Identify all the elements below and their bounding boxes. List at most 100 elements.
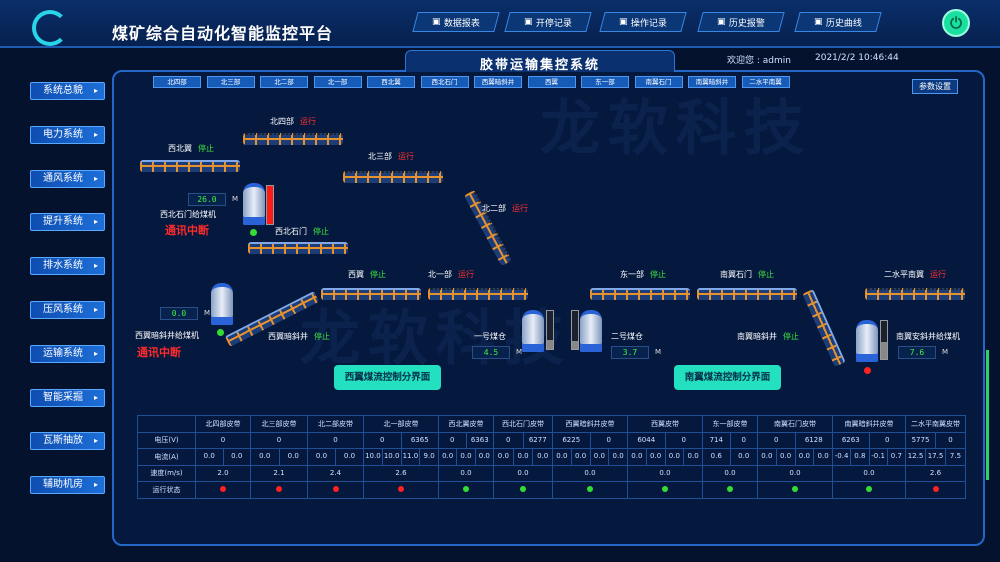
cell-values: 6225 0: [553, 432, 628, 448]
toolbar-button-4[interactable]: ▣ 历史曲线: [794, 12, 882, 32]
cell-value: 0.0: [570, 449, 590, 465]
conveyor-belt[interactable]: [243, 133, 343, 145]
conveyor-belt[interactable]: [697, 288, 797, 300]
sidebar-item-9[interactable]: 辅助机房 ▸: [30, 476, 105, 495]
table-cell: 0.0: [493, 464, 553, 482]
cell-value: 0: [450, 435, 455, 444]
logo-icon: [32, 10, 68, 46]
cell-value: 0.0: [335, 449, 363, 465]
cell-value: 0: [589, 432, 628, 448]
toolbar-label: 历史曲线: [826, 18, 863, 29]
sidebar-item-1[interactable]: 电力系统 ▸: [30, 125, 105, 144]
tab-10[interactable]: 南翼暗斜井: [688, 76, 736, 88]
tab-11[interactable]: 二水平南翼: [741, 76, 790, 88]
power-button[interactable]: ⏻: [942, 9, 970, 37]
chevron-right-icon: ▸: [93, 436, 98, 446]
tab-6[interactable]: 西翼暗斜井: [474, 76, 522, 88]
unit-label: M: [204, 309, 211, 317]
belt-label: 北一部 运行: [428, 270, 474, 279]
tab-4[interactable]: 西北翼: [367, 76, 415, 88]
comm-error: 通讯中断: [165, 224, 209, 237]
status-dot: [662, 485, 668, 492]
table-cell: 0.0 0.0: [195, 448, 251, 466]
table-cell: [307, 481, 364, 499]
sidebar-item-3[interactable]: 提升系统 ▸: [30, 213, 105, 232]
tab-3[interactable]: 北一部: [313, 76, 362, 88]
table-cell: 0.0: [552, 464, 628, 482]
cell-values: 0: [308, 433, 363, 449]
belt-status: 停止: [783, 332, 799, 341]
cell-value: 0.0: [761, 452, 773, 460]
feeder-label: 南翼安斜井给煤机: [896, 332, 960, 341]
table-cell: 6263 0: [832, 431, 906, 449]
belt-status: 运行: [512, 204, 528, 213]
level-fill: [267, 186, 273, 224]
sidebar-item-6[interactable]: 运输系统 ▸: [30, 344, 105, 363]
belt-status: 停止: [650, 270, 666, 279]
tab-2[interactable]: 北二部: [260, 76, 308, 88]
sidebar-item-0[interactable]: 系统总貌 ▸: [30, 82, 105, 100]
cell-value: 10.0: [365, 452, 381, 460]
conveyor-belt[interactable]: [343, 171, 443, 183]
column-header: 西北翼皮带: [438, 415, 494, 433]
west-control-button[interactable]: 西翼煤流控制分界面: [334, 365, 441, 390]
cell-values: 0.0 0.0 0.0 0.0: [758, 449, 832, 465]
cell-values: 0.0 0.0 0.0: [494, 449, 552, 465]
cell-value: 6128: [794, 432, 833, 448]
conveyor-belt[interactable]: [590, 288, 690, 300]
cell-value: 0.7: [886, 449, 905, 465]
conveyor-belt[interactable]: [248, 242, 348, 254]
sidebar-item-4[interactable]: 排水系统 ▸: [30, 257, 105, 276]
cell-values: 0.0 0.0 0.0 0.0: [553, 449, 627, 465]
tab-7[interactable]: 西翼: [527, 76, 576, 88]
conveyor-belt[interactable]: [140, 160, 240, 172]
status-dot: [250, 229, 257, 236]
conveyor-belt[interactable]: [321, 288, 421, 300]
table-row: 电压(V) 0 0 0 0 6365 0 6363 0 6277 6225 0 6044 0 714 0 0 61…: [137, 431, 966, 449]
belt-label: 南翼石门 停止: [720, 270, 774, 279]
table-cell: 5775 0: [905, 431, 966, 449]
table-row: 运行状态: [137, 481, 966, 499]
conveyor-belt[interactable]: [428, 288, 528, 300]
tab-9[interactable]: 南翼石门: [634, 76, 683, 88]
toolbar-button-1[interactable]: ▣ 开停记录: [504, 12, 592, 32]
toolbar-button-0[interactable]: ▣ 数据报表: [412, 12, 500, 32]
sidebar-item-5[interactable]: 压风系统 ▸: [30, 301, 105, 319]
toolbar-label: 操作记录: [631, 18, 668, 29]
cell-values: 0 6128: [758, 432, 833, 448]
belt-label: 西翼暗斜井 停止: [268, 332, 330, 341]
cell-value: 0: [276, 435, 282, 444]
sidebar-item-2[interactable]: 通风系统 ▸: [30, 169, 105, 188]
cell-value: 17.5: [925, 449, 945, 465]
tab-1[interactable]: 北三部: [206, 76, 255, 88]
watermark: 龙软科技: [540, 94, 812, 164]
tab-8[interactable]: 东一部: [581, 76, 629, 88]
column-header: 北二部皮带: [307, 415, 364, 433]
toolbar-label: 开停记录: [536, 18, 573, 29]
sidebar-item-8[interactable]: 瓦斯抽放 ▸: [30, 432, 105, 451]
tab-5[interactable]: 西北石门: [420, 76, 469, 88]
subtitle-frame: [405, 50, 675, 72]
cell-values: 0.0 0.0 0.0 0.0: [628, 449, 702, 465]
sidebar-item-7[interactable]: 智能采掘 ▸: [30, 388, 105, 407]
column-header: 南翼石门皮带: [757, 415, 833, 433]
toolbar-button-2[interactable]: ▣ 操作记录: [599, 12, 687, 32]
toolbar-label: 历史报警: [729, 18, 766, 29]
column-header: 二水平南翼皮带: [905, 415, 966, 433]
cell-values: 12.5 17.5 7.5: [906, 449, 965, 465]
south-control-button[interactable]: 南翼煤流控制分界面: [674, 365, 781, 390]
feeder-value: 7.6: [898, 346, 936, 359]
toolbar-button-3[interactable]: ▣ 历史报警: [697, 12, 785, 32]
cell-value: 0.0: [474, 449, 493, 465]
belt-status: 运行: [458, 270, 474, 279]
cell-value: 0.6: [710, 452, 722, 460]
status-dot: [398, 485, 404, 492]
table-cell: 0 6363: [438, 431, 494, 449]
status-dot: [727, 485, 733, 492]
belt-label: 西北翼 停止: [168, 144, 214, 153]
tab-0[interactable]: 北四部: [153, 76, 201, 88]
cell-values: 5775 0: [906, 432, 965, 448]
cell-value: 7.5: [945, 449, 965, 465]
conveyor-belt[interactable]: [865, 288, 965, 300]
params-button[interactable]: 参数设置: [912, 79, 958, 94]
